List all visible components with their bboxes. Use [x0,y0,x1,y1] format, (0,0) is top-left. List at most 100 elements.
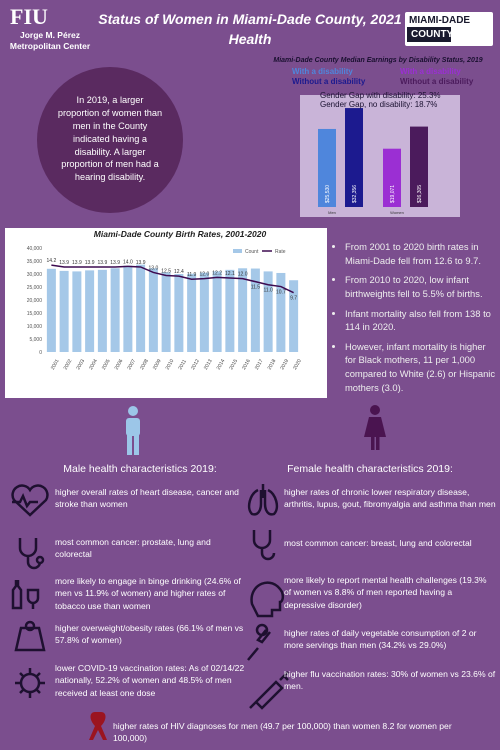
man-icon [126,406,140,455]
bar [212,271,222,352]
female-item: more likely to report mental health chal… [284,575,487,610]
bar [59,270,69,352]
data-label: 13.9 [72,260,82,266]
data-label: 13.9 [98,260,108,266]
chart-title: Miami-Dade County Median Earnings by Dis… [273,57,482,64]
x-tick-label: 2008 [139,358,150,371]
bar [318,128,336,207]
org-line: Metropolitan Center [9,40,91,51]
x-tick-label: 2014 [216,358,227,371]
data-label: 10.7 [276,290,286,296]
data-label: 9.7 [290,296,297,302]
bar [123,265,133,352]
data-label: 13.9 [59,260,69,266]
x-tick-label: 2018 [267,358,278,371]
x-tick-label: 2007 [126,358,137,371]
legend-swatch [233,249,242,253]
female-item: most common cancer: breast, lung and col… [284,538,472,548]
data-label: 12.4 [174,269,184,275]
y-tick-label: 0 [39,350,42,356]
y-tick-label: 30,000 [27,272,43,278]
ribbon-icon [89,712,107,740]
bar [410,126,428,207]
county-logo: MIAMI-DADE COUNTY [405,12,493,46]
bar [46,268,56,352]
x-tick-label: 2003 [75,358,86,371]
male-heading: Male health characteristics 2019: [63,463,217,475]
x-tick-label: 2015 [228,358,239,371]
x-tick-label: 2012 [190,358,201,371]
data-label: 12.0 [200,272,210,278]
chart-title: Miami-Dade County Birth Rates, 2001-2020 [94,229,267,239]
bar [276,272,286,352]
note: From 2010 to 2020, low infant birthweigh… [345,273,497,300]
bar [187,273,197,352]
bar [199,272,209,352]
female-item: higher rates of chronic lower respirator… [284,487,496,510]
x-label: Women [390,210,404,215]
legend-label: Rate [275,249,286,255]
bar [110,268,120,352]
y-tick-label: 25,000 [27,285,43,291]
x-tick-label: 2020 [292,358,303,371]
x-tick-label: 2004 [88,358,99,371]
data-label: 13.9 [110,260,120,266]
notes-list: From 2001 to 2020 birth rates in Miami-D… [335,240,497,394]
x-tick-label: 2005 [101,358,112,371]
title: Status of Women in Miami-Dade County, 20… [98,11,402,47]
bar [97,269,107,352]
county-logo-bottom: COUNTY [407,27,453,42]
org-line: Jorge M. Pérez [20,30,80,40]
bar [250,268,260,352]
female-item: higher rates of daily vegetable consumpt… [284,628,477,651]
x-tick-label: 2010 [165,358,176,371]
data-label: 14.2 [47,258,57,264]
legend-label: Without a disability [400,77,474,86]
x-label: Men [328,210,336,215]
data-label: 12.5 [161,269,171,275]
callout-text: In 2019, a larger proportion of women th… [57,95,163,183]
bar [263,271,273,352]
note: From 2001 to 2020 birth rates in Miami-D… [345,240,497,267]
bar [383,148,401,207]
data-label: 11.5 [251,285,261,291]
data-label: 13.9 [136,260,146,266]
bar [174,274,184,352]
annotation: Gender Gap, no disability: 18.7% [320,100,437,109]
bar [85,270,95,352]
data-label: 13.9 [85,260,95,266]
value-label: $25,530 [325,185,331,203]
x-tick-label: 2016 [241,358,252,371]
x-tick-label: 2017 [254,358,265,371]
data-label: 12.0 [238,272,248,278]
bar [289,280,299,352]
x-tick-label: 2001 [50,358,61,371]
male-item: higher overweight/obesity rates (66.1% o… [55,623,244,646]
bar [148,268,158,352]
y-tick-label: 10,000 [27,324,43,330]
bar [345,108,363,207]
birth-notes: From 2001 to 2020 birth rates in Miami-D… [335,240,497,400]
bar [72,271,82,352]
data-label: 12.1 [225,271,235,277]
bar [136,264,146,352]
value-label: $26,305 [417,185,423,203]
value-label: $32,356 [352,185,358,203]
x-tick-label: 2006 [114,358,125,371]
data-label: 11.9 [187,272,197,278]
bar [238,268,248,352]
x-tick-label: 2013 [203,358,214,371]
legend-label: Without a disability [292,77,366,86]
org-name: Jorge M. Pérez Metropolitan Center [2,30,98,51]
legend-label: With a disability [400,67,461,76]
male-item: more likely to engage in binge drinking … [55,576,241,611]
data-label: 11.0 [263,288,273,294]
y-tick-label: 35,000 [27,259,43,265]
data-label: 13.0 [149,265,159,271]
annotation: Gender Gap with disability: 25.3% [320,91,441,100]
y-tick-label: 5,000 [29,337,42,343]
legend-label: Count [245,249,259,255]
hiv-item: higher rates of HIV diagnoses for men (4… [113,721,452,744]
rate-line [51,264,294,294]
